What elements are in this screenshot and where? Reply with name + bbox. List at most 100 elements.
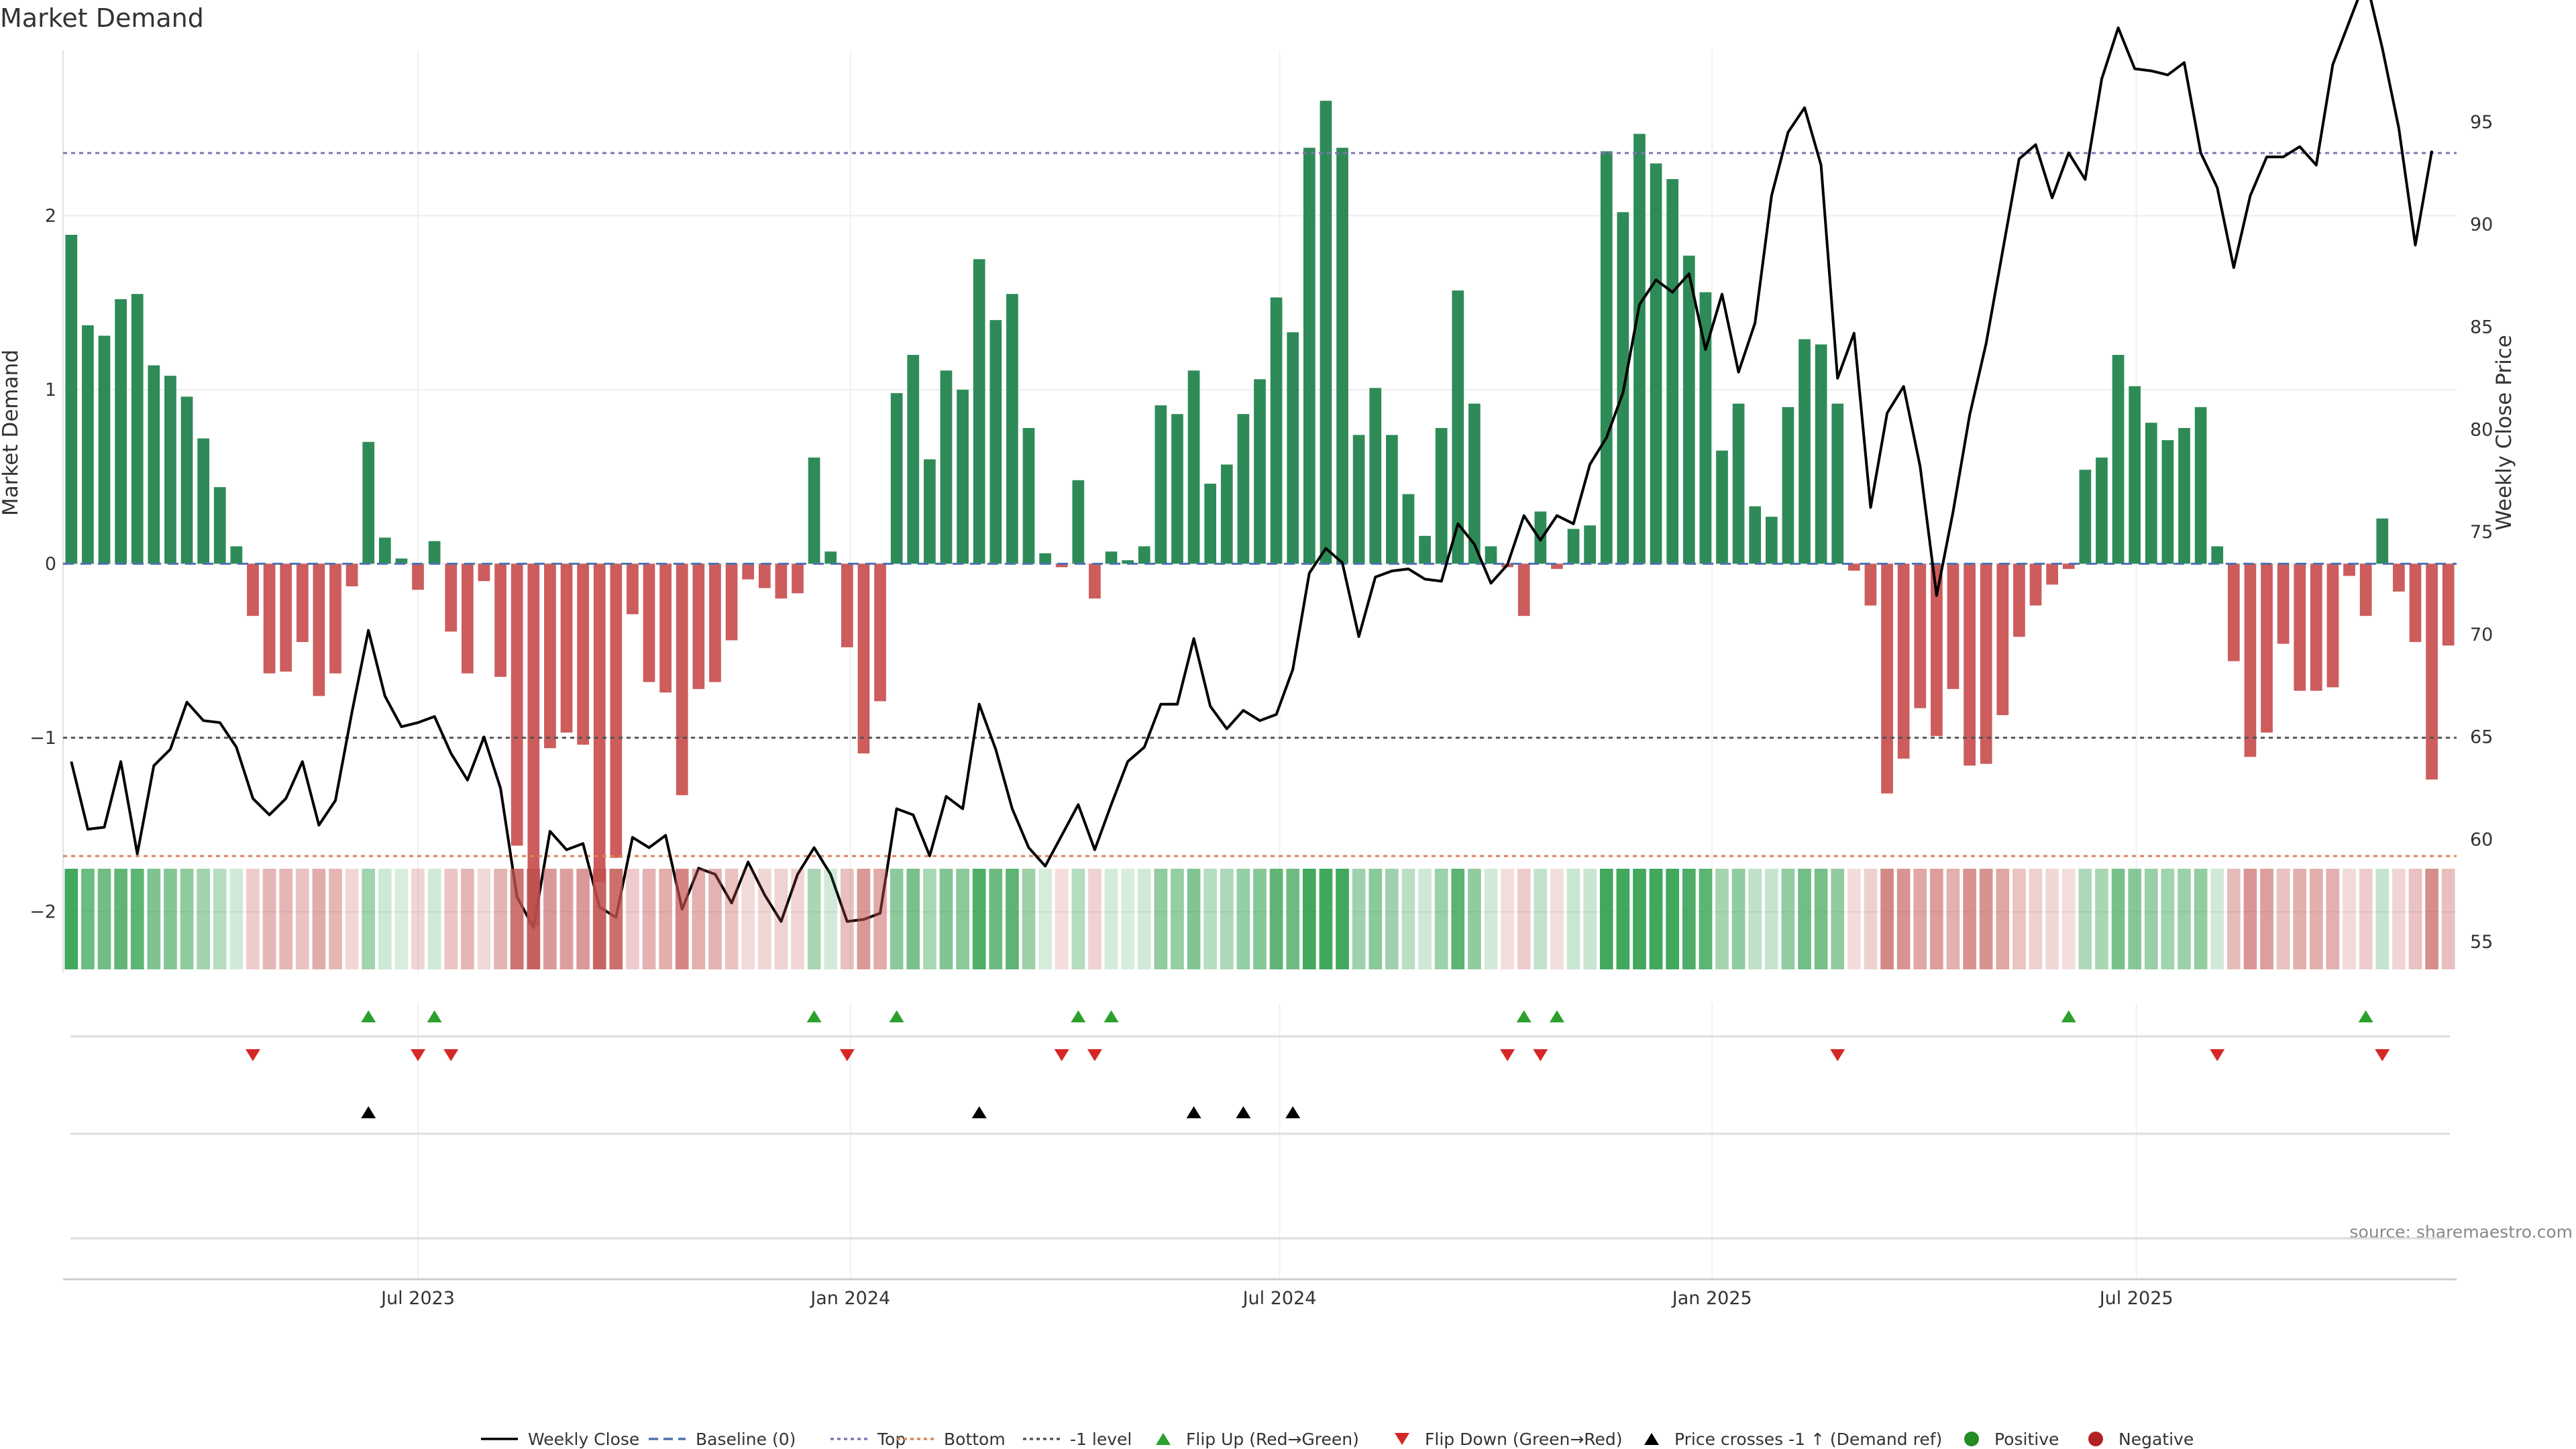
heat-cell bbox=[1930, 869, 1943, 969]
demand-bar bbox=[1799, 339, 1811, 564]
demand-bar bbox=[230, 546, 243, 564]
heat-cell bbox=[510, 869, 524, 969]
heat-cell bbox=[840, 869, 854, 969]
demand-bar bbox=[841, 564, 853, 647]
heat-cell bbox=[626, 869, 639, 969]
heat-cell bbox=[989, 869, 1003, 969]
demand-bar bbox=[2343, 564, 2355, 576]
heat-cell bbox=[427, 869, 441, 969]
demand-bar bbox=[1072, 480, 1085, 564]
demand-bar bbox=[1204, 483, 1217, 564]
demand-bar bbox=[82, 325, 94, 564]
demand-bar bbox=[1682, 256, 1695, 564]
weekly-close-layer bbox=[70, 0, 2434, 929]
heat-cell bbox=[2309, 869, 2323, 969]
demand-bar bbox=[1485, 546, 1497, 564]
legend-swatch bbox=[1156, 1433, 1171, 1445]
demand-bar bbox=[907, 355, 920, 564]
heat-cell bbox=[1633, 869, 1646, 969]
heat-cell bbox=[1418, 869, 1432, 969]
legend-label: Flip Down (Green→Red) bbox=[1425, 1430, 1623, 1449]
demand-bar bbox=[2194, 407, 2207, 564]
demand-bar bbox=[1006, 294, 1018, 564]
heat-cell bbox=[2194, 869, 2208, 969]
flip-up-marker bbox=[2061, 1010, 2076, 1022]
heat-cell bbox=[543, 869, 557, 969]
demand-bar bbox=[2046, 564, 2058, 585]
y-left-tick-label: −2 bbox=[30, 902, 56, 922]
demand-bar bbox=[560, 564, 573, 733]
heat-cell bbox=[378, 869, 392, 969]
demand-bar bbox=[2029, 564, 2042, 606]
demand-bar bbox=[1303, 148, 1316, 564]
heat-cell bbox=[757, 869, 771, 969]
heat-cell bbox=[857, 869, 871, 969]
chart-title: Market Demand bbox=[0, 3, 204, 33]
heat-cell bbox=[1154, 869, 1168, 969]
heat-cell bbox=[1187, 869, 1201, 969]
legend-swatch bbox=[1644, 1433, 1659, 1445]
heat-cell bbox=[659, 869, 672, 969]
demand-bar bbox=[676, 564, 688, 796]
demand-bar bbox=[65, 235, 78, 564]
flip-up-marker bbox=[427, 1010, 442, 1022]
demand-bar bbox=[1270, 297, 1283, 564]
heat-cell bbox=[1336, 869, 1349, 969]
y-left-tick-label: 2 bbox=[45, 205, 56, 226]
demand-bar bbox=[1699, 292, 1712, 564]
heat-cell bbox=[2408, 869, 2422, 969]
demand-bar bbox=[345, 564, 358, 587]
demand-bar bbox=[1847, 564, 1860, 571]
demand-bar bbox=[1385, 435, 1398, 564]
x-tick-label: Jul 2025 bbox=[2098, 1288, 2174, 1309]
heat-cell bbox=[724, 869, 739, 969]
price-cross-marker bbox=[361, 1106, 376, 1118]
demand-bar bbox=[1320, 101, 1332, 564]
flip-up-marker bbox=[361, 1010, 376, 1022]
legend-label: -1 level bbox=[1070, 1430, 1132, 1449]
heat-cell bbox=[873, 869, 887, 969]
demand-bar bbox=[2145, 423, 2157, 564]
legend-label: Baseline (0) bbox=[696, 1430, 796, 1449]
flip-down-marker bbox=[1533, 1049, 1548, 1061]
heat-cell bbox=[972, 869, 986, 969]
demand-bar bbox=[511, 564, 523, 846]
demand-bar bbox=[1452, 290, 1464, 564]
heat-cell bbox=[329, 869, 342, 969]
demand-bar bbox=[148, 365, 160, 564]
demand-bar bbox=[775, 564, 788, 599]
flip-down-marker bbox=[839, 1049, 855, 1061]
demand-bar bbox=[1551, 564, 1563, 570]
demand-bar bbox=[725, 564, 738, 641]
demand-bar bbox=[296, 564, 309, 643]
heat-cell bbox=[2326, 869, 2340, 969]
demand-bar bbox=[494, 564, 506, 677]
flip-down-marker bbox=[411, 1049, 426, 1061]
demand-bar bbox=[445, 564, 458, 632]
demand-bar bbox=[2129, 386, 2141, 564]
demand-bar bbox=[1352, 435, 1365, 564]
demand-bar bbox=[362, 441, 375, 564]
demand-bar bbox=[2096, 458, 2108, 564]
heat-cell bbox=[1203, 869, 1218, 969]
demand-bar bbox=[924, 459, 936, 564]
demand-bar bbox=[197, 438, 210, 564]
flip-down-marker bbox=[443, 1049, 459, 1061]
heat-cell bbox=[1468, 869, 1481, 969]
demand-bar bbox=[2393, 564, 2405, 592]
demand-bar bbox=[180, 396, 193, 564]
heat-cell bbox=[2029, 869, 2043, 969]
heat-cell bbox=[1071, 869, 1085, 969]
demand-bar bbox=[2161, 440, 2174, 564]
heat-cell bbox=[1946, 869, 1960, 969]
demand-bar bbox=[1022, 427, 1035, 564]
demand-bar bbox=[1468, 403, 1481, 564]
y-right-tick-label: 65 bbox=[2470, 727, 2493, 748]
demand-bars bbox=[65, 101, 2455, 926]
heat-cell bbox=[2061, 869, 2076, 969]
heat-cell bbox=[2111, 869, 2125, 969]
heat-cell bbox=[1550, 869, 1564, 969]
heat-cell bbox=[956, 869, 969, 969]
heat-cell bbox=[97, 869, 111, 969]
demand-bar bbox=[2244, 564, 2257, 757]
